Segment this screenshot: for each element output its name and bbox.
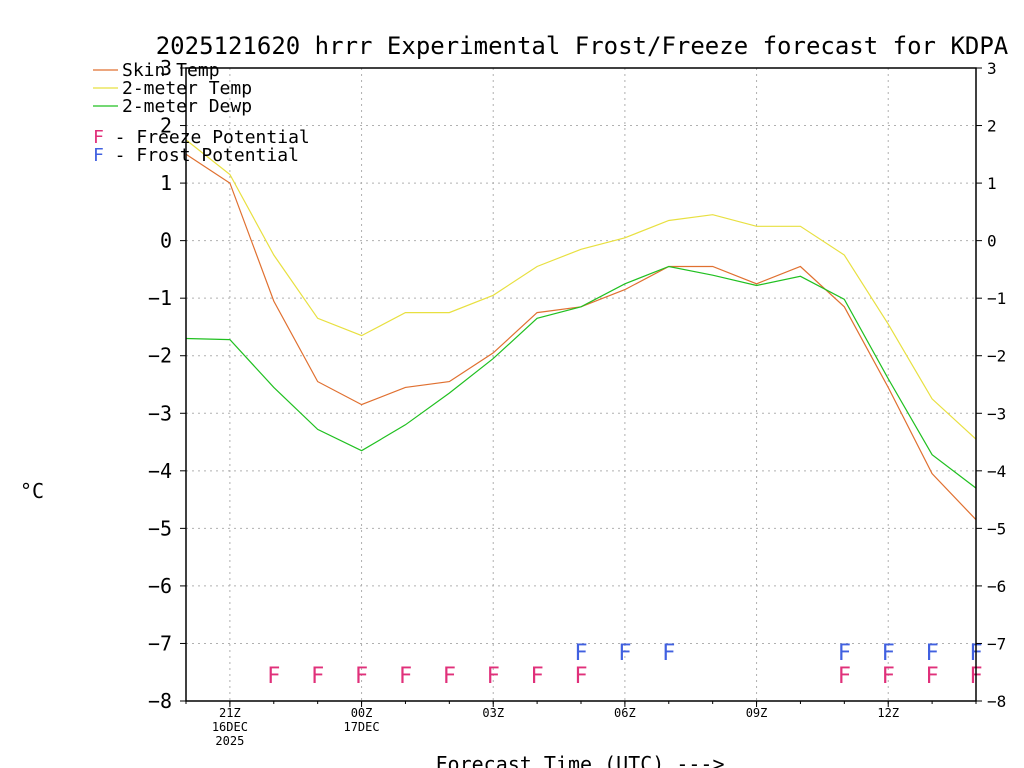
- freeze-potential-mark: F: [838, 664, 851, 689]
- y-axis-label: °C: [20, 479, 44, 503]
- y-tick-label-right: −8: [987, 692, 1006, 711]
- plot-frame: [186, 68, 976, 701]
- x-tick-label: 03Z: [482, 706, 504, 720]
- freeze-potential-mark: F: [574, 664, 587, 689]
- freeze-potential-mark: F: [882, 664, 895, 689]
- x-tick-label: 00Z: [351, 706, 373, 720]
- freeze-potential-mark: F: [399, 664, 412, 689]
- y-tick-label-left: 0: [160, 229, 172, 253]
- x-tick-label: 09Z: [746, 706, 768, 720]
- x-axis-label: Forecast Time (UTC) --->: [436, 752, 725, 768]
- y-tick-label-right: 2: [987, 117, 997, 136]
- freeze-potential-mark: F: [355, 664, 368, 689]
- x-tick-label: 2025: [215, 734, 244, 748]
- y-tick-label-left: −8: [148, 689, 172, 713]
- y-tick-label-right: −2: [987, 347, 1006, 366]
- frost-potential-mark: F: [574, 641, 587, 666]
- legend-frost: F - Frost Potential: [93, 145, 299, 166]
- series-line-2-meter-temp: [186, 140, 976, 439]
- y-tick-label-right: −6: [987, 577, 1006, 596]
- y-tick-label-left: −5: [148, 516, 172, 540]
- frost-freeze-chart: 2025121620 hrrr Experimental Frost/Freez…: [0, 0, 1024, 768]
- grid-lines: [186, 68, 976, 701]
- y-tick-label-right: −5: [987, 519, 1006, 538]
- series-line-skin-temp: [186, 154, 976, 519]
- series-lines: [186, 140, 976, 520]
- frost-potential-mark: F: [618, 641, 631, 666]
- x-tick-label: 06Z: [614, 706, 636, 720]
- frost-potential-mark: F: [882, 641, 895, 666]
- y-tick-label-right: 1: [987, 174, 997, 193]
- frost-potential-mark: F: [838, 641, 851, 666]
- x-tick-label: 12Z: [877, 706, 899, 720]
- freeze-potential-mark: F: [311, 664, 324, 689]
- x-tick-label: 21Z: [219, 706, 241, 720]
- y-tick-label-right: 0: [987, 232, 997, 251]
- y-tick-label-right: −1: [987, 289, 1006, 308]
- y-tick-label-left: −4: [148, 459, 172, 483]
- freeze-potential-mark: F: [487, 664, 500, 689]
- freeze-potential-mark: F: [443, 664, 456, 689]
- y-tick-label-right: −7: [987, 634, 1006, 653]
- y-tick-label-left: 1: [160, 171, 172, 195]
- freeze-potential-mark: F: [267, 664, 280, 689]
- potential-marks: F F F F F F F F F F F FF F F F F F F: [267, 641, 982, 689]
- freeze-potential-mark: F: [530, 664, 543, 689]
- y-tick-label-right: −4: [987, 462, 1006, 481]
- frost-potential-mark: F: [925, 641, 938, 666]
- y-tick-label-left: −6: [148, 574, 172, 598]
- y-tick-label-left: −3: [148, 401, 172, 425]
- x-tick-label: 17DEC: [343, 720, 379, 734]
- y-tick-label-left: −1: [148, 286, 172, 310]
- legend-label: 2-meter Dewp: [122, 96, 252, 117]
- y-tick-label-right: 3: [987, 59, 997, 78]
- frost-potential-mark: F: [662, 641, 675, 666]
- x-tick-label: 16DEC: [212, 720, 248, 734]
- y-tick-label-right: −3: [987, 404, 1006, 423]
- chart-title: 2025121620 hrrr Experimental Frost/Freez…: [156, 32, 1009, 60]
- freeze-potential-mark: F: [925, 664, 938, 689]
- y-tick-label-left: −2: [148, 344, 172, 368]
- y-tick-label-left: −7: [148, 631, 172, 655]
